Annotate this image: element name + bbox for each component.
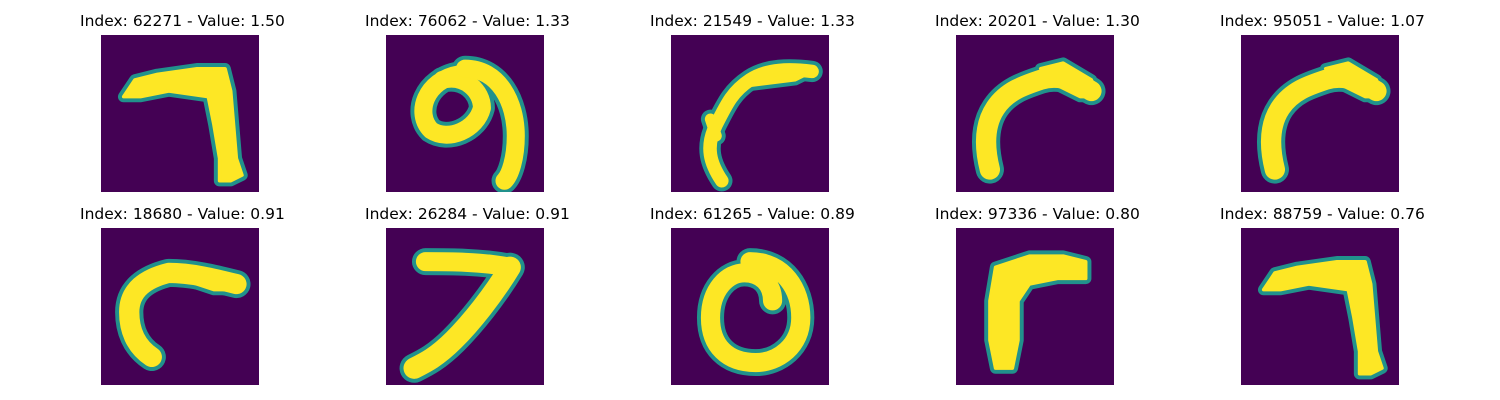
panel-title: Index: 18680 - Value: 0.91 [80,205,285,223]
digit-image [386,35,544,192]
panel-title: Index: 88759 - Value: 0.76 [1220,205,1425,223]
panel-title: Index: 97336 - Value: 0.80 [935,205,1140,223]
image-panel: Index: 76062 - Value: 1.33 [365,12,570,197]
digit-stroke [1323,61,1384,99]
digit-stroke [161,268,244,292]
digit-stroke [414,65,491,144]
digit-image [956,35,1114,192]
digit-stroke [1261,259,1384,376]
digit-stroke [704,113,722,142]
image-panel: Index: 21549 - Value: 1.33 [650,12,855,197]
image-panel: Index: 18680 - Value: 0.91 [80,205,285,390]
panel-title: Index: 21549 - Value: 1.33 [650,12,855,30]
panel-title: Index: 95051 - Value: 1.07 [1220,12,1425,30]
digit-stroke [1038,61,1099,99]
image-panel: Index: 26284 - Value: 0.91 [365,205,570,390]
digit-stroke [455,59,525,190]
image-panel: Index: 62271 - Value: 1.50 [80,12,285,197]
digit-stroke [988,254,1088,370]
digit-image [1241,35,1399,192]
image-panel: Index: 97336 - Value: 0.80 [935,205,1140,390]
image-panel: Index: 88759 - Value: 0.76 [1220,205,1425,390]
panel-title: Index: 26284 - Value: 0.91 [365,205,570,223]
digit-image [956,228,1114,385]
digit-image [101,228,259,385]
image-panel: Index: 95051 - Value: 1.07 [1220,12,1425,197]
panel-title: Index: 61265 - Value: 0.89 [650,205,855,223]
panel-title: Index: 76062 - Value: 1.33 [365,12,570,30]
digit-stroke [415,252,520,277]
digit-image [386,228,544,385]
digit-stroke [748,69,814,88]
digit-image [671,35,829,192]
digit-stroke [403,256,521,379]
digit-stroke [700,252,811,373]
panel-title: Index: 20201 - Value: 1.30 [935,12,1140,30]
panel-title: Index: 62271 - Value: 1.50 [80,12,285,30]
digit-image [101,35,259,192]
digit-stroke [121,66,244,183]
image-panel: Index: 20201 - Value: 1.30 [935,12,1140,197]
digit-image [671,228,829,385]
digit-stroke [703,63,819,188]
digit-image [1241,228,1399,385]
image-panel: Index: 61265 - Value: 0.89 [650,205,855,390]
